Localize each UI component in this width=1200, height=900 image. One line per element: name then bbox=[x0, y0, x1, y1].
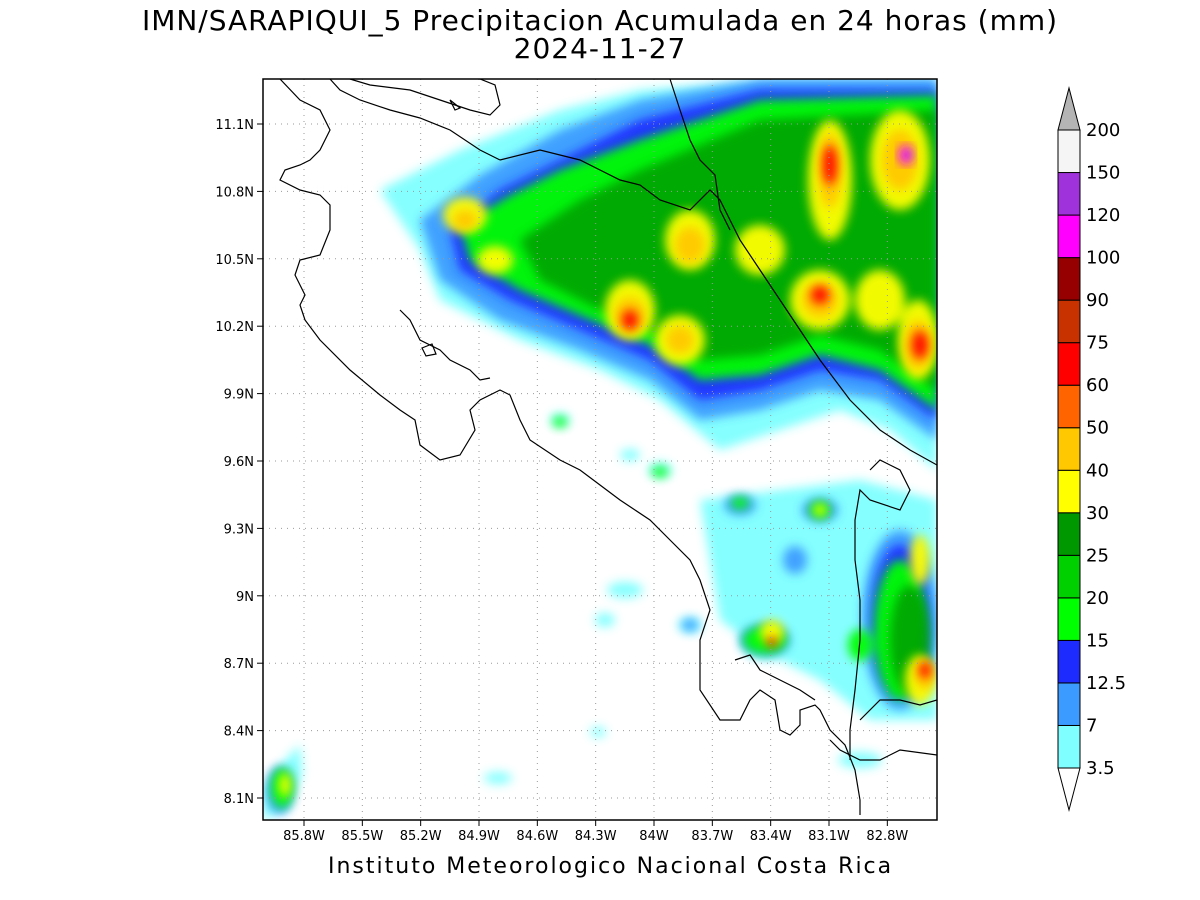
colorbar-level-label: 3.5 bbox=[1086, 758, 1115, 779]
colorbar-level-label: 120 bbox=[1086, 205, 1120, 226]
lon-tick-label: 83.4W bbox=[750, 829, 792, 844]
colorbar-swatch bbox=[1057, 554, 1081, 599]
colorbar-swatch bbox=[1057, 129, 1081, 174]
lat-tick-label: 11.1N bbox=[215, 118, 254, 133]
colorbar-level-label: 200 bbox=[1086, 120, 1120, 141]
lon-tick-label: 85.8W bbox=[283, 829, 325, 844]
colorbar-level-label: 75 bbox=[1086, 333, 1109, 354]
map-axes: 11.1N 10.8N 10.5N 10.2N 9.9N 9.6N 9.3N 9N 8.7N 8.… bbox=[215, 118, 908, 844]
colorbar-level-label: 150 bbox=[1086, 163, 1120, 184]
lon-tick-label: 83.7W bbox=[691, 829, 733, 844]
lon-tick-label: 84.3W bbox=[575, 829, 617, 844]
colorbar-swatch bbox=[1057, 257, 1081, 301]
colorbar-swatch bbox=[1057, 342, 1081, 386]
lon-tick-label: 85.5W bbox=[341, 829, 383, 844]
colorbar-level-label: 15 bbox=[1086, 630, 1109, 651]
lat-tick-label: 9.6N bbox=[224, 455, 254, 470]
colorbar-level-label: 60 bbox=[1086, 375, 1109, 396]
lon-tick-label: 85.2W bbox=[400, 829, 442, 844]
colorbar-legend: 3.5 7 12.5 15 20 25 30 40 50 60 75 90 100 120 150 200 bbox=[1057, 86, 1126, 812]
colorbar-level-label: 30 bbox=[1086, 503, 1109, 524]
map-frame bbox=[262, 78, 938, 821]
colorbar-level-label: 100 bbox=[1086, 248, 1120, 269]
colorbar-swatch bbox=[1057, 597, 1081, 641]
lat-tick-label: 10.8N bbox=[215, 185, 254, 200]
colorbar-level-label: 40 bbox=[1086, 460, 1109, 481]
lon-tick-label: 84W bbox=[639, 829, 669, 844]
colorbar-swatch bbox=[1057, 172, 1081, 216]
colorbar-level-label: 25 bbox=[1086, 545, 1109, 566]
colorbar-swatch bbox=[1057, 299, 1081, 344]
lon-tick-label: 83.1W bbox=[808, 829, 850, 844]
colorbar-swatch bbox=[1057, 469, 1081, 514]
lat-tick-label: 8.4N bbox=[224, 725, 254, 740]
colorbar-level-label: 7 bbox=[1086, 715, 1097, 736]
colorbar-swatch bbox=[1057, 724, 1081, 769]
colorbar-swatch bbox=[1057, 512, 1081, 556]
colorbar-swatch bbox=[1057, 639, 1081, 684]
colorbar-swatch bbox=[1057, 384, 1081, 429]
footer-credit: Instituto Meteorologico Nacional Costa R… bbox=[328, 854, 894, 879]
lat-tick-label: 9N bbox=[236, 590, 254, 605]
colorbar-level-label: 50 bbox=[1086, 418, 1109, 439]
colorbar-level-label: 90 bbox=[1086, 290, 1109, 311]
lon-tick-label: 84.9W bbox=[458, 829, 500, 844]
coastline bbox=[279, 79, 937, 815]
colorbar-swatch bbox=[1057, 682, 1081, 726]
lat-tick-label: 10.5N bbox=[215, 253, 254, 268]
precipitation-field bbox=[263, 79, 937, 820]
lat-tick-label: 9.3N bbox=[224, 522, 254, 537]
map-grid bbox=[263, 79, 937, 820]
colorbar-top-arrow bbox=[1057, 86, 1081, 131]
colorbar-swatch bbox=[1057, 427, 1081, 471]
lat-tick-label: 8.1N bbox=[224, 792, 254, 807]
colorbar-bottom-arrow bbox=[1057, 767, 1081, 812]
colorbar-level-label: 12.5 bbox=[1086, 673, 1126, 694]
map-title: IMN/SARAPIQUI_5 Precipitacion Acumulada … bbox=[141, 4, 1059, 37]
lon-tick-label: 82.8W bbox=[866, 829, 908, 844]
colorbar-swatch bbox=[1057, 214, 1081, 259]
colorbar-level-label: 20 bbox=[1086, 588, 1109, 609]
lat-tick-label: 9.9N bbox=[224, 388, 254, 403]
map-date: 2024-11-27 bbox=[513, 32, 687, 65]
lat-tick-label: 8.7N bbox=[224, 657, 254, 672]
lat-tick-label: 10.2N bbox=[215, 320, 254, 335]
lon-tick-label: 84.6W bbox=[516, 829, 558, 844]
